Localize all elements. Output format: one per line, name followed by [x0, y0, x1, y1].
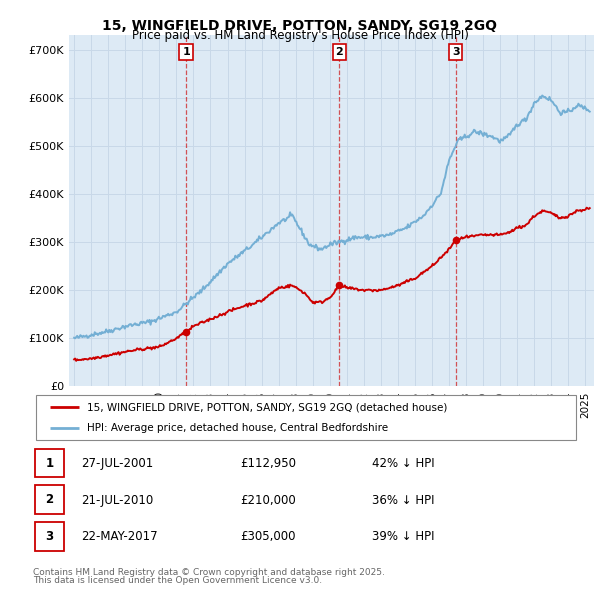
Text: 27-JUL-2001: 27-JUL-2001: [81, 457, 153, 470]
Text: 2: 2: [335, 47, 343, 57]
Text: 3: 3: [46, 530, 53, 543]
FancyBboxPatch shape: [36, 395, 576, 440]
FancyBboxPatch shape: [35, 486, 64, 514]
Text: 21-JUL-2010: 21-JUL-2010: [81, 494, 153, 507]
Text: 36% ↓ HPI: 36% ↓ HPI: [372, 494, 434, 507]
FancyBboxPatch shape: [35, 522, 64, 550]
Text: 22-MAY-2017: 22-MAY-2017: [81, 530, 158, 543]
Text: Contains HM Land Registry data © Crown copyright and database right 2025.: Contains HM Land Registry data © Crown c…: [33, 568, 385, 577]
Text: 1: 1: [46, 457, 53, 470]
Text: 15, WINGFIELD DRIVE, POTTON, SANDY, SG19 2GQ: 15, WINGFIELD DRIVE, POTTON, SANDY, SG19…: [103, 19, 497, 33]
FancyBboxPatch shape: [35, 449, 64, 477]
Text: 42% ↓ HPI: 42% ↓ HPI: [372, 457, 434, 470]
Text: Price paid vs. HM Land Registry's House Price Index (HPI): Price paid vs. HM Land Registry's House …: [131, 30, 469, 42]
Text: 39% ↓ HPI: 39% ↓ HPI: [372, 530, 434, 543]
Text: 15, WINGFIELD DRIVE, POTTON, SANDY, SG19 2GQ (detached house): 15, WINGFIELD DRIVE, POTTON, SANDY, SG19…: [88, 402, 448, 412]
Text: 1: 1: [182, 47, 190, 57]
Text: 2: 2: [46, 493, 53, 506]
Text: 3: 3: [452, 47, 460, 57]
Text: £305,000: £305,000: [240, 530, 296, 543]
Text: HPI: Average price, detached house, Central Bedfordshire: HPI: Average price, detached house, Cent…: [88, 422, 388, 432]
Text: This data is licensed under the Open Government Licence v3.0.: This data is licensed under the Open Gov…: [33, 576, 322, 585]
Text: £210,000: £210,000: [240, 494, 296, 507]
Text: £112,950: £112,950: [240, 457, 296, 470]
